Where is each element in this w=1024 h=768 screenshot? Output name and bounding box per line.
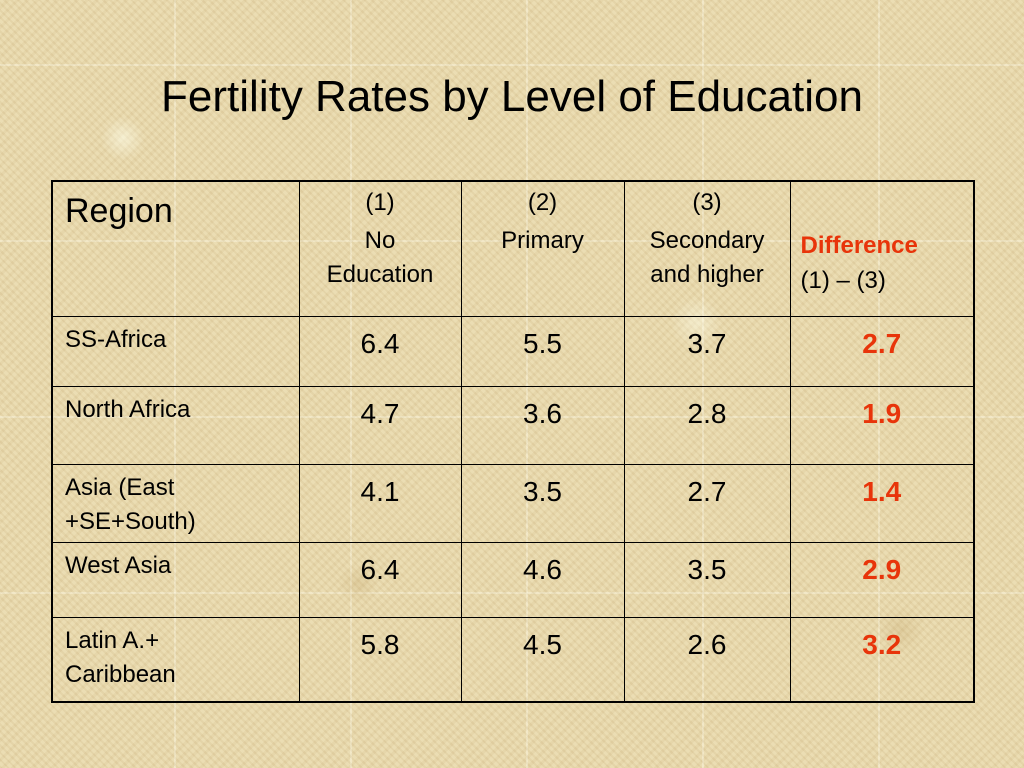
difference-cell: 1.9: [789, 385, 975, 465]
difference-cell: 2.7: [789, 315, 975, 387]
header-secondary: (3) Secondary and higher: [623, 180, 791, 317]
table-row: West Asia 6.4 4.6 3.5 2.9: [51, 541, 975, 618]
region-name: North Africa: [65, 395, 191, 423]
secondary-cell: 2.7: [623, 463, 791, 543]
secondary-cell: 2.6: [623, 616, 791, 703]
table-row: Asia (East +SE+South) 4.1 3.5 2.7 1.4: [51, 463, 975, 543]
region-name-line1: Asia (East: [65, 473, 175, 501]
region-name: West Asia: [65, 551, 172, 579]
slide-title: Fertility Rates by Level of Education: [161, 72, 863, 121]
region-name-line2: +SE+South): [65, 507, 196, 535]
table-row: SS-Africa 6.4 5.5 3.7 2.7: [51, 315, 975, 387]
region-cell: Asia (East +SE+South): [51, 463, 300, 543]
header-no-education-number: (1): [365, 189, 395, 216]
region-cell: SS-Africa: [51, 315, 300, 387]
no-education-cell: 5.8: [298, 616, 462, 703]
no-education-cell: 4.7: [298, 385, 462, 465]
header-no-education-line1: No: [364, 227, 396, 254]
primary-cell: 5.5: [460, 315, 625, 387]
header-difference: Difference (1) – (3): [789, 180, 975, 317]
region-name-line2: Caribbean: [65, 660, 176, 688]
table-row: North Africa 4.7 3.6 2.8 1.9: [51, 385, 975, 465]
fertility-table: Region (1) No Education (2) Primary (3) …: [51, 180, 975, 703]
header-difference-formula: (1) – (3): [800, 267, 886, 294]
no-education-cell: 6.4: [298, 541, 462, 618]
no-education-cell: 4.1: [298, 463, 462, 543]
header-secondary-number: (3): [692, 189, 722, 216]
no-education-cell: 6.4: [298, 315, 462, 387]
header-row: Region (1) No Education (2) Primary (3) …: [51, 180, 975, 317]
header-primary-number: (2): [527, 189, 558, 216]
header-primary-label: Primary: [501, 227, 584, 254]
difference-cell: 3.2: [789, 616, 975, 703]
header-difference-label: Difference: [800, 232, 918, 259]
region-cell: North Africa: [51, 385, 300, 465]
region-name: SS-Africa: [65, 325, 167, 353]
secondary-cell: 2.8: [623, 385, 791, 465]
header-secondary-line1: Secondary: [649, 227, 765, 254]
difference-cell: 1.4: [789, 463, 975, 543]
primary-cell: 3.6: [460, 385, 625, 465]
secondary-cell: 3.5: [623, 541, 791, 618]
region-cell: Latin A.+ Caribbean: [51, 616, 300, 703]
primary-cell: 4.6: [460, 541, 625, 618]
region-cell: West Asia: [51, 541, 300, 618]
header-no-education: (1) No Education: [298, 180, 462, 317]
header-primary: (2) Primary: [460, 180, 625, 317]
header-region: Region: [51, 180, 300, 317]
secondary-cell: 3.7: [623, 315, 791, 387]
table-row: Latin A.+ Caribbean 5.8 4.5 2.6 3.2: [51, 616, 975, 703]
primary-cell: 4.5: [460, 616, 625, 703]
region-name-line1: Latin A.+: [65, 626, 160, 654]
primary-cell: 3.5: [460, 463, 625, 543]
header-secondary-line2: and higher: [650, 261, 764, 288]
header-no-education-line2: Education: [326, 261, 434, 288]
difference-cell: 2.9: [789, 541, 975, 618]
